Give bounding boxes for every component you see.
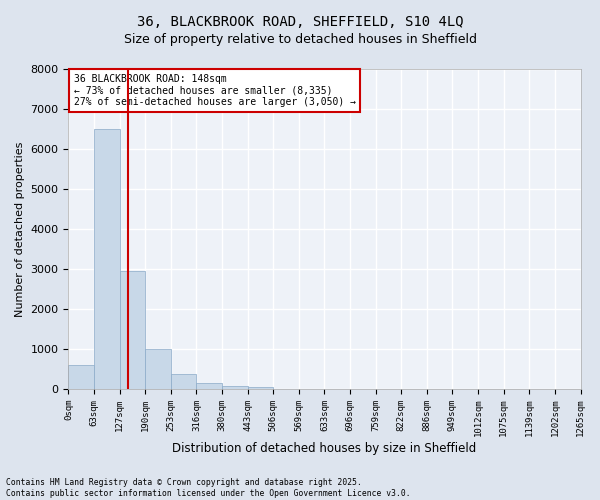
Bar — [119, 271, 145, 389]
Bar — [94, 129, 119, 389]
Bar — [68, 365, 94, 389]
Bar — [222, 386, 248, 389]
Bar — [171, 374, 196, 389]
Text: 36 BLACKBROOK ROAD: 148sqm
← 73% of detached houses are smaller (8,335)
27% of s: 36 BLACKBROOK ROAD: 148sqm ← 73% of deta… — [74, 74, 356, 107]
Y-axis label: Number of detached properties: Number of detached properties — [15, 142, 25, 316]
X-axis label: Distribution of detached houses by size in Sheffield: Distribution of detached houses by size … — [172, 442, 476, 455]
Bar — [145, 349, 171, 389]
Text: 36, BLACKBROOK ROAD, SHEFFIELD, S10 4LQ: 36, BLACKBROOK ROAD, SHEFFIELD, S10 4LQ — [137, 15, 463, 29]
Bar — [248, 387, 273, 389]
Text: Size of property relative to detached houses in Sheffield: Size of property relative to detached ho… — [124, 32, 476, 46]
Bar — [196, 382, 222, 389]
Text: Contains HM Land Registry data © Crown copyright and database right 2025.
Contai: Contains HM Land Registry data © Crown c… — [6, 478, 410, 498]
